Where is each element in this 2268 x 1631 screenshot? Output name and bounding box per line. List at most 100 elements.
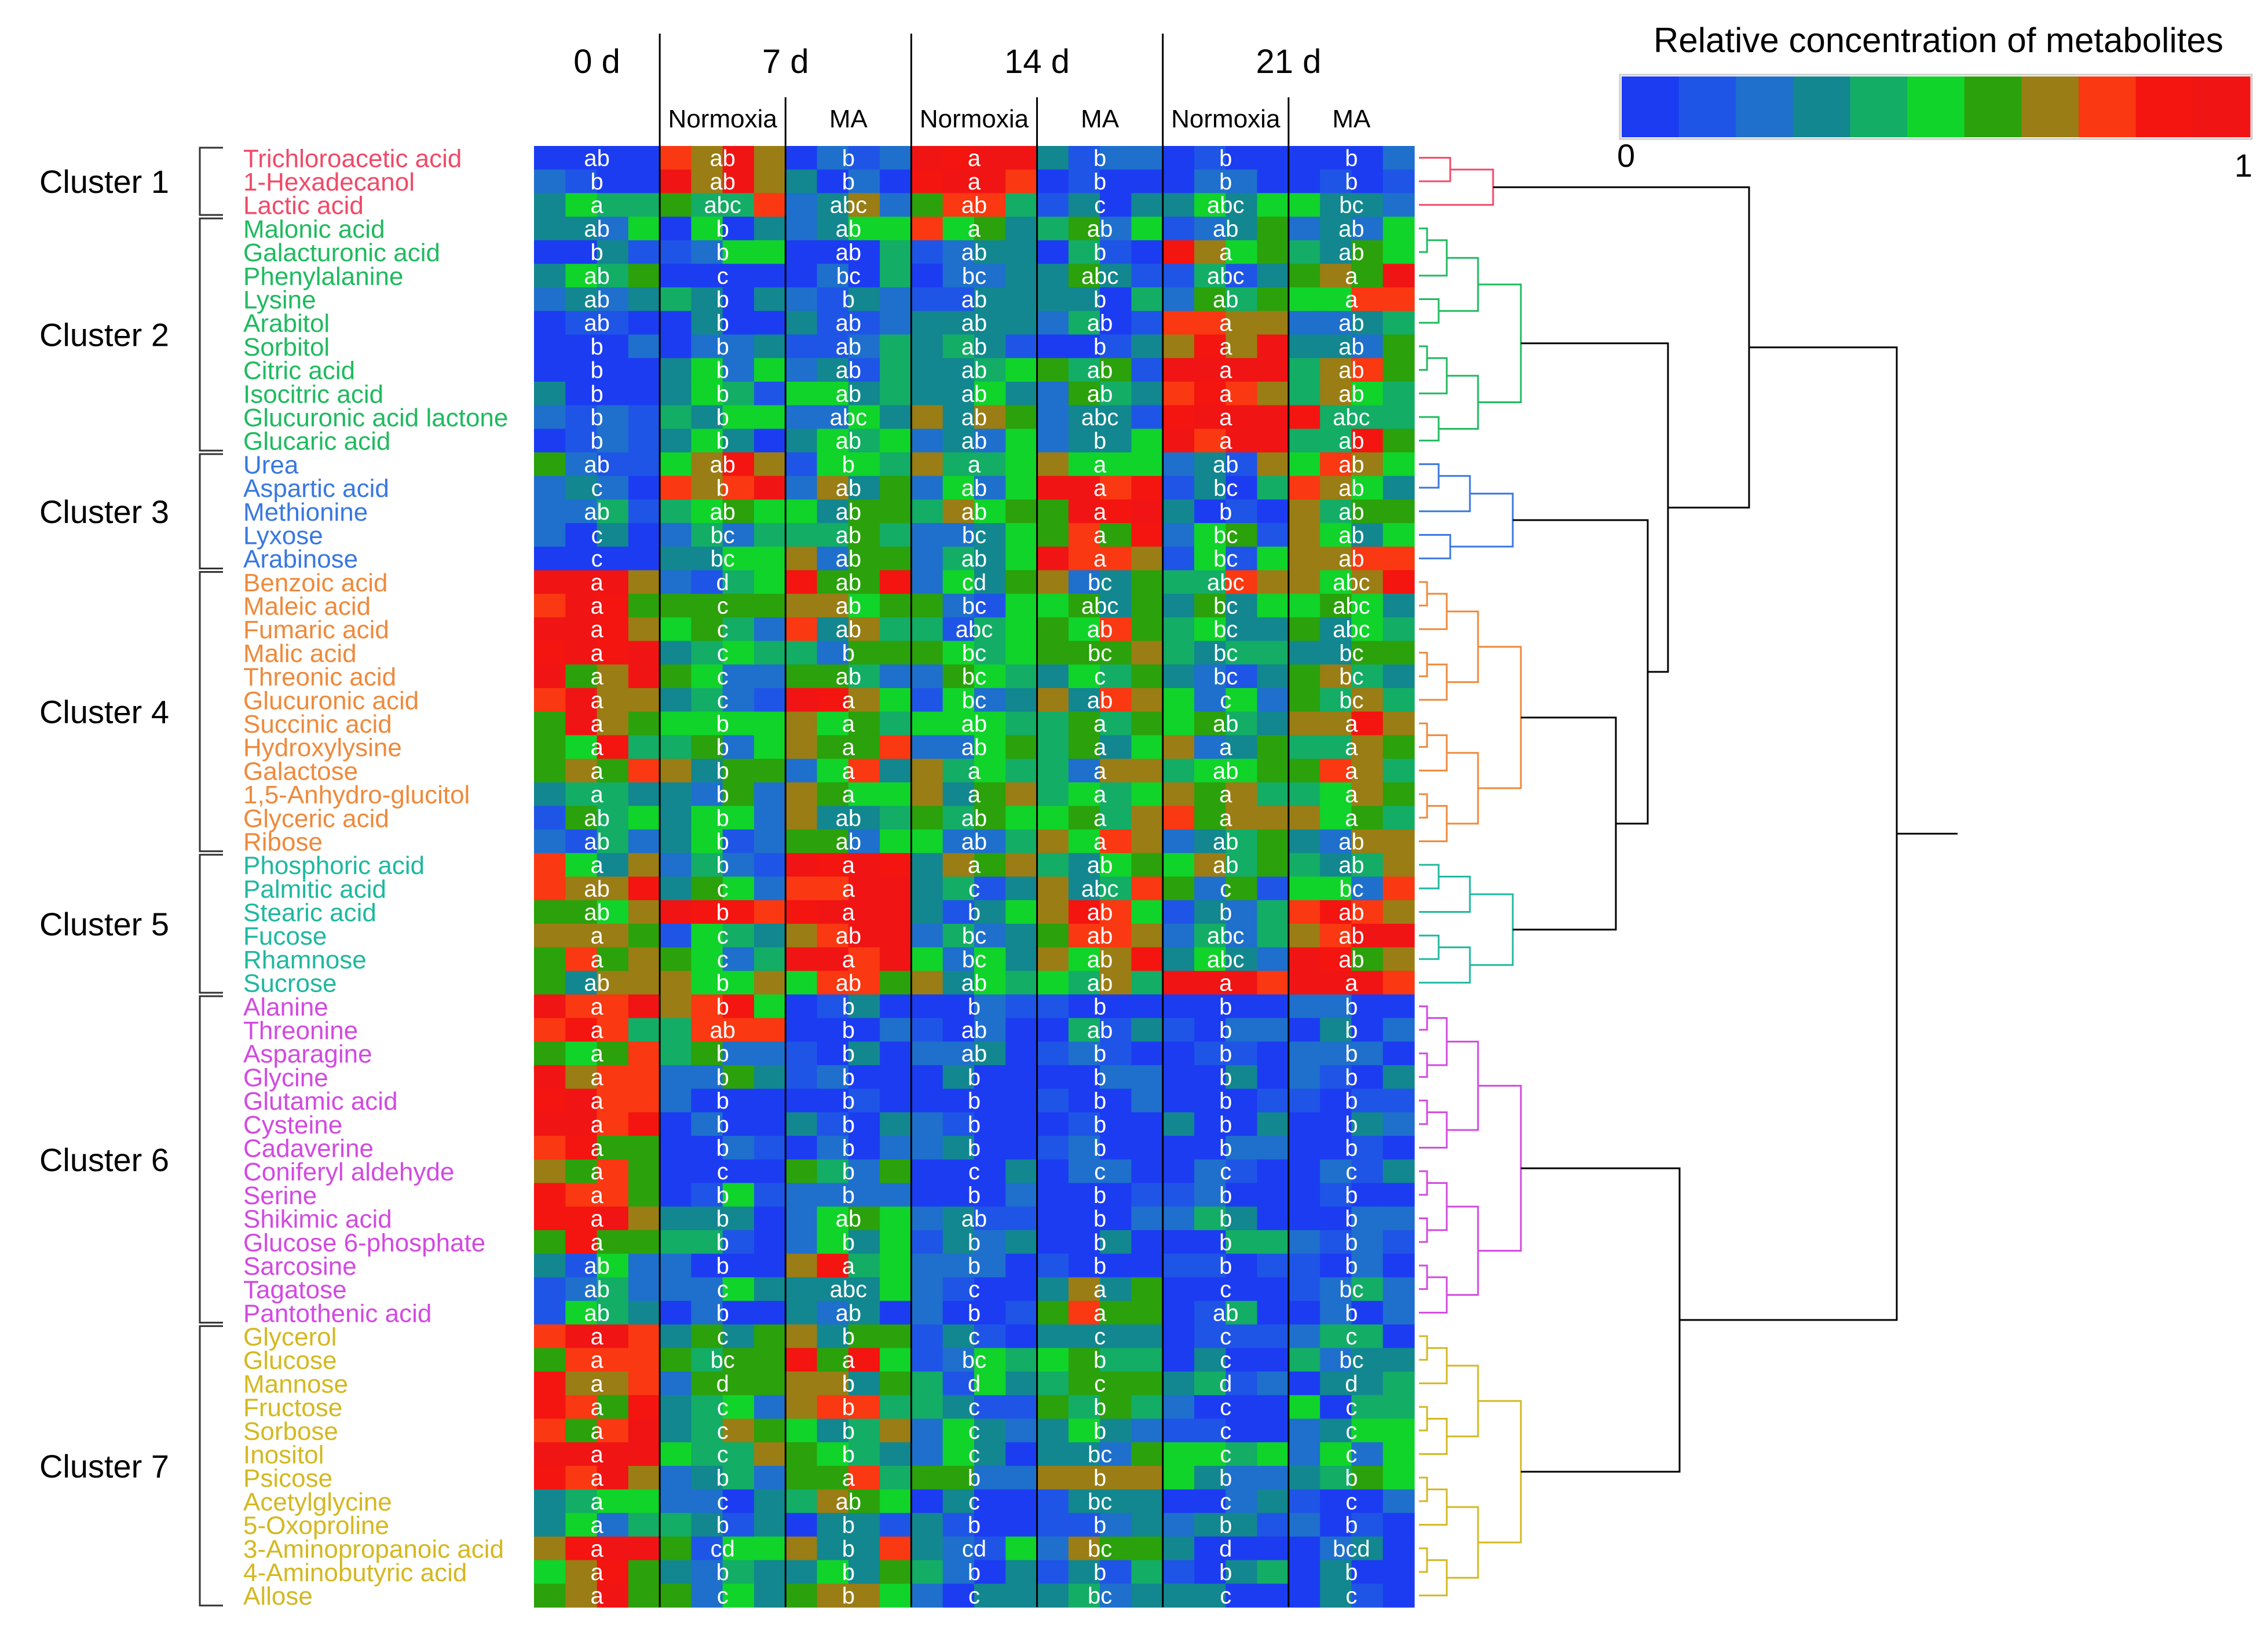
significance-letter: ab [836, 216, 862, 242]
significance-letter: a [590, 594, 603, 619]
metabolite-label: Tagatose [243, 1276, 347, 1304]
heatmap-cell [722, 1348, 755, 1372]
heatmap-cell [1005, 806, 1038, 830]
heatmap-cell [1382, 452, 1415, 477]
significance-letter: c [717, 1277, 729, 1303]
significance-letter: b [590, 334, 603, 360]
heatmap-cell [534, 1112, 566, 1136]
heatmap-cell [1288, 1584, 1320, 1608]
heatmap-cell [1320, 947, 1352, 971]
heatmap-cell [691, 1206, 723, 1231]
heatmap-cell [817, 287, 849, 312]
heatmap-cell [691, 405, 723, 429]
heatmap-cell [660, 923, 692, 948]
heatmap-cell [1037, 1041, 1069, 1066]
heatmap-cell [691, 1136, 723, 1160]
heatmap-cell [1288, 523, 1320, 547]
heatmap-cell [1257, 546, 1289, 571]
heatmap-cell [1194, 1348, 1226, 1372]
heatmap-cell [1068, 711, 1100, 736]
heatmap-cell [1288, 570, 1320, 594]
heatmap-cell [974, 923, 1006, 948]
heatmap-cell [722, 523, 755, 547]
heatmap-cell [974, 287, 1006, 312]
heatmap-cell [1194, 1418, 1226, 1443]
heatmap-cell [660, 169, 692, 193]
heatmap-cell [1351, 617, 1384, 642]
heatmap-cell [1037, 1159, 1069, 1184]
heatmap-cell [1100, 711, 1132, 736]
heatmap-cell [1131, 1489, 1164, 1513]
significance-letter: b [716, 476, 729, 501]
heatmap-cell [534, 476, 566, 500]
heatmap-cell [1351, 546, 1384, 571]
heatmap-cell [880, 994, 912, 1019]
heatmap-cell [974, 853, 1006, 877]
heatmap-cell [1257, 1348, 1289, 1372]
heatmap-cell [974, 994, 1006, 1019]
significance-letter: c [1220, 687, 1231, 713]
heatmap-cell [660, 1348, 692, 1372]
heatmap-cell [1194, 570, 1226, 594]
heatmap-cell [848, 381, 880, 406]
heatmap-cell [565, 476, 598, 500]
heatmap-cell [1320, 1136, 1352, 1160]
significance-letter: a [590, 1324, 603, 1350]
heatmap-cell [848, 1489, 880, 1513]
heatmap-cell [722, 1018, 755, 1042]
significance-letter: a [1093, 1300, 1107, 1326]
timepoint-label: 21 d [1256, 43, 1321, 81]
heatmap-cell [1320, 546, 1352, 571]
heatmap-cell [880, 782, 912, 807]
dendrogram-branch [1419, 1217, 1428, 1243]
heatmap-cell [1257, 1206, 1289, 1231]
heatmap-cell [722, 310, 755, 335]
heatmap-cell [754, 1159, 786, 1184]
cluster-bracket [199, 995, 223, 1324]
heatmap-cell [1320, 358, 1352, 382]
cluster-label: Cluster 2 [39, 317, 169, 353]
heatmap-cell [565, 310, 598, 335]
significance-letter: c [717, 1395, 729, 1420]
heatmap-cell [597, 1112, 629, 1136]
significance-letter: a [1345, 735, 1358, 760]
heatmap-cell [817, 782, 849, 807]
heatmap-cell [974, 499, 1006, 524]
color-legend: Relative concentration of metabolites 0 … [1617, 21, 2253, 184]
significance-letter: ab [1087, 1018, 1113, 1043]
heatmap-cell [1162, 1442, 1195, 1467]
heatmap-cell [565, 334, 598, 359]
heatmap-cell [1351, 759, 1384, 783]
heatmap-cell [848, 546, 880, 571]
significance-letter: ab [1213, 216, 1239, 242]
heatmap-cell [660, 1372, 692, 1396]
heatmap-cell [1288, 1018, 1320, 1042]
significance-letter: c [968, 1159, 980, 1184]
heatmap-cell [785, 381, 818, 406]
heatmap-cell [1226, 1324, 1258, 1348]
heatmap-cell [974, 1395, 1006, 1420]
heatmap-cell [1257, 499, 1289, 524]
heatmap-cell [1068, 1536, 1100, 1561]
heatmap-cell [942, 452, 975, 477]
heatmap-cell [1257, 452, 1289, 477]
heatmap-cell [565, 994, 598, 1019]
significance-letter: bc [1088, 570, 1112, 595]
significance-letter: abc [1333, 405, 1370, 430]
significance-letter: ab [1338, 240, 1365, 265]
significance-letter: a [1345, 971, 1358, 996]
heatmap-cell [942, 1560, 975, 1584]
heatmap-cell [754, 923, 786, 948]
significance-letter: bc [1339, 687, 1363, 713]
heatmap-cell [942, 1324, 975, 1348]
significance-letter: b [968, 1560, 981, 1585]
heatmap-cell [1320, 1159, 1352, 1184]
dendrogram-branch [1419, 593, 1448, 630]
significance-letter: a [1345, 782, 1358, 807]
heatmap-cell [1037, 1489, 1069, 1513]
heatmap-cell [817, 900, 849, 924]
heatmap-cell [1382, 806, 1415, 830]
heatmap-cell [534, 876, 566, 901]
heatmap-cell [911, 711, 943, 736]
heatmap-cell [1005, 264, 1038, 288]
